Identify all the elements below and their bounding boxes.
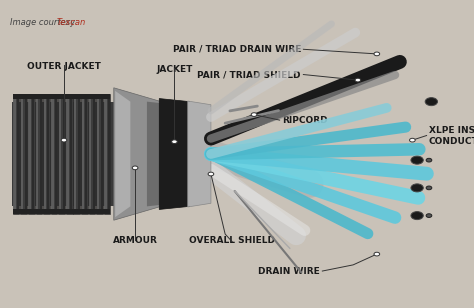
Bar (104, 97, 107, 211)
Bar (89, 97, 91, 211)
Circle shape (208, 172, 214, 176)
Polygon shape (159, 99, 190, 209)
Circle shape (132, 166, 138, 170)
Circle shape (374, 252, 380, 256)
Text: JACKET: JACKET (156, 65, 192, 74)
Circle shape (426, 158, 432, 162)
Circle shape (251, 113, 257, 116)
Bar (21, 97, 23, 211)
Text: DRAIN WIRE: DRAIN WIRE (258, 267, 320, 276)
Polygon shape (114, 88, 161, 220)
Bar (25, 97, 27, 211)
Bar (51, 94, 57, 214)
Polygon shape (147, 102, 161, 206)
Text: OVERALL SHIELD: OVERALL SHIELD (189, 236, 275, 245)
Bar (108, 97, 110, 211)
Circle shape (426, 214, 432, 217)
Bar (43, 94, 50, 214)
Bar (82, 97, 84, 211)
Bar (44, 97, 46, 211)
Bar (20, 94, 27, 214)
Bar (85, 97, 87, 211)
Text: ARMOUR: ARMOUR (113, 236, 157, 245)
Bar (63, 97, 64, 211)
Bar (13, 209, 110, 214)
Bar (47, 97, 49, 211)
Bar (93, 97, 95, 211)
Bar (74, 97, 76, 211)
Bar (73, 94, 80, 214)
Text: PAIR / TRIAD SHIELD: PAIR / TRIAD SHIELD (198, 70, 301, 79)
Circle shape (425, 98, 438, 106)
Text: XLPE INSULATED
CONDUCTOR: XLPE INSULATED CONDUCTOR (429, 127, 474, 146)
Bar (70, 97, 72, 211)
Bar (78, 97, 80, 211)
Bar (96, 94, 103, 214)
Bar (58, 94, 65, 214)
Text: OUTER JACKET: OUTER JACKET (27, 62, 101, 71)
Circle shape (61, 138, 67, 142)
Polygon shape (115, 91, 130, 217)
Circle shape (426, 186, 432, 190)
Text: Image courtesy:: Image courtesy: (10, 18, 81, 27)
Bar (97, 97, 99, 211)
Text: RIPCORD: RIPCORD (282, 116, 328, 125)
Circle shape (411, 156, 423, 164)
Bar (81, 94, 88, 214)
Circle shape (411, 212, 423, 220)
Bar (89, 94, 95, 214)
Bar (12, 102, 116, 206)
Bar (55, 97, 57, 211)
Bar (66, 94, 73, 214)
Bar (104, 94, 110, 214)
Bar (36, 97, 38, 211)
Bar (66, 97, 69, 211)
Bar (40, 97, 42, 211)
Bar (59, 97, 61, 211)
Text: PAIR / TRIAD DRAIN WIRE: PAIR / TRIAD DRAIN WIRE (173, 45, 301, 54)
Bar (28, 94, 35, 214)
Bar (13, 94, 110, 99)
Bar (100, 97, 102, 211)
Circle shape (410, 138, 415, 142)
Bar (13, 97, 16, 211)
Bar (28, 97, 31, 211)
Circle shape (172, 140, 177, 144)
Bar (36, 94, 42, 214)
Bar (17, 97, 19, 211)
Bar (32, 97, 34, 211)
Text: Texcan: Texcan (57, 18, 86, 27)
Bar (13, 94, 19, 214)
Bar (51, 97, 54, 211)
Circle shape (355, 78, 361, 82)
Circle shape (411, 184, 423, 192)
Polygon shape (188, 101, 211, 207)
Circle shape (374, 52, 380, 56)
